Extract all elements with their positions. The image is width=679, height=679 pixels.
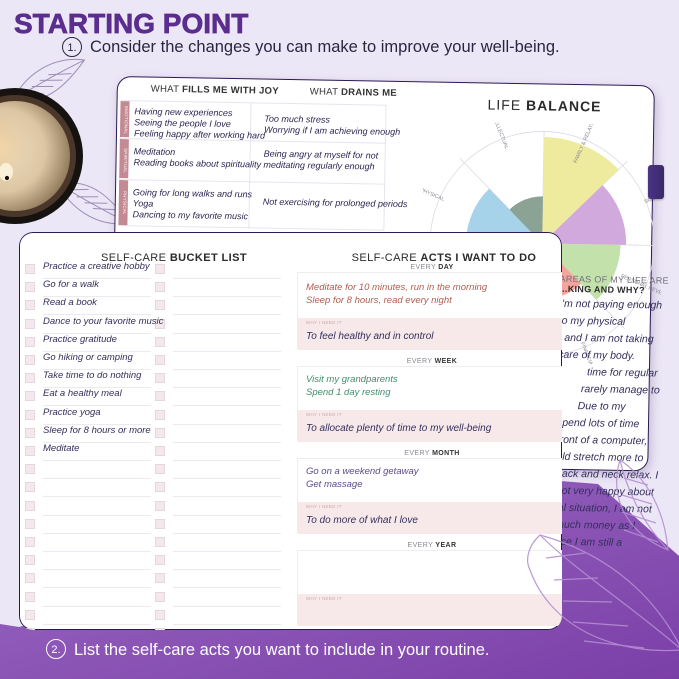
svg-text:INTELLECTUAL: INTELLECTUAL xyxy=(490,121,510,150)
svg-text:PHYSICAL: PHYSICAL xyxy=(420,187,445,203)
